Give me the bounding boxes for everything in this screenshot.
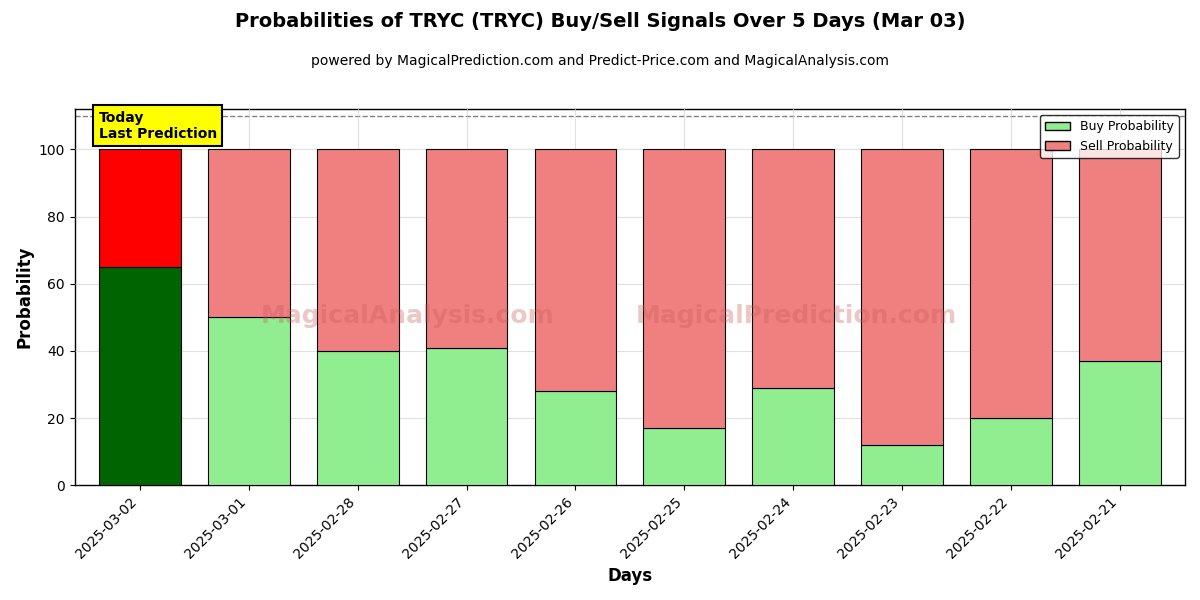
Bar bbox=[752, 388, 834, 485]
Text: powered by MagicalPrediction.com and Predict-Price.com and MagicalAnalysis.com: powered by MagicalPrediction.com and Pre… bbox=[311, 54, 889, 68]
Bar bbox=[970, 149, 1051, 418]
Bar bbox=[426, 347, 508, 485]
Bar bbox=[317, 149, 398, 351]
X-axis label: Days: Days bbox=[607, 567, 653, 585]
Legend: Buy Probability, Sell Probability: Buy Probability, Sell Probability bbox=[1040, 115, 1178, 158]
Bar bbox=[970, 418, 1051, 485]
Text: MagicalPrediction.com: MagicalPrediction.com bbox=[636, 304, 958, 328]
Text: MagicalAnalysis.com: MagicalAnalysis.com bbox=[260, 304, 554, 328]
Bar bbox=[752, 149, 834, 388]
Text: Probabilities of TRYC (TRYC) Buy/Sell Signals Over 5 Days (Mar 03): Probabilities of TRYC (TRYC) Buy/Sell Si… bbox=[235, 12, 965, 31]
Bar bbox=[208, 317, 289, 485]
Y-axis label: Probability: Probability bbox=[16, 246, 34, 349]
Bar bbox=[1079, 361, 1160, 485]
Bar bbox=[426, 149, 508, 347]
Bar bbox=[100, 267, 181, 485]
Bar bbox=[1079, 149, 1160, 361]
Bar bbox=[862, 445, 943, 485]
Text: Today
Last Prediction: Today Last Prediction bbox=[98, 111, 217, 141]
Bar bbox=[534, 149, 617, 391]
Bar bbox=[643, 149, 725, 428]
Bar bbox=[317, 351, 398, 485]
Bar bbox=[208, 149, 289, 317]
Bar bbox=[862, 149, 943, 445]
Bar bbox=[534, 391, 617, 485]
Bar bbox=[100, 149, 181, 267]
Bar bbox=[643, 428, 725, 485]
